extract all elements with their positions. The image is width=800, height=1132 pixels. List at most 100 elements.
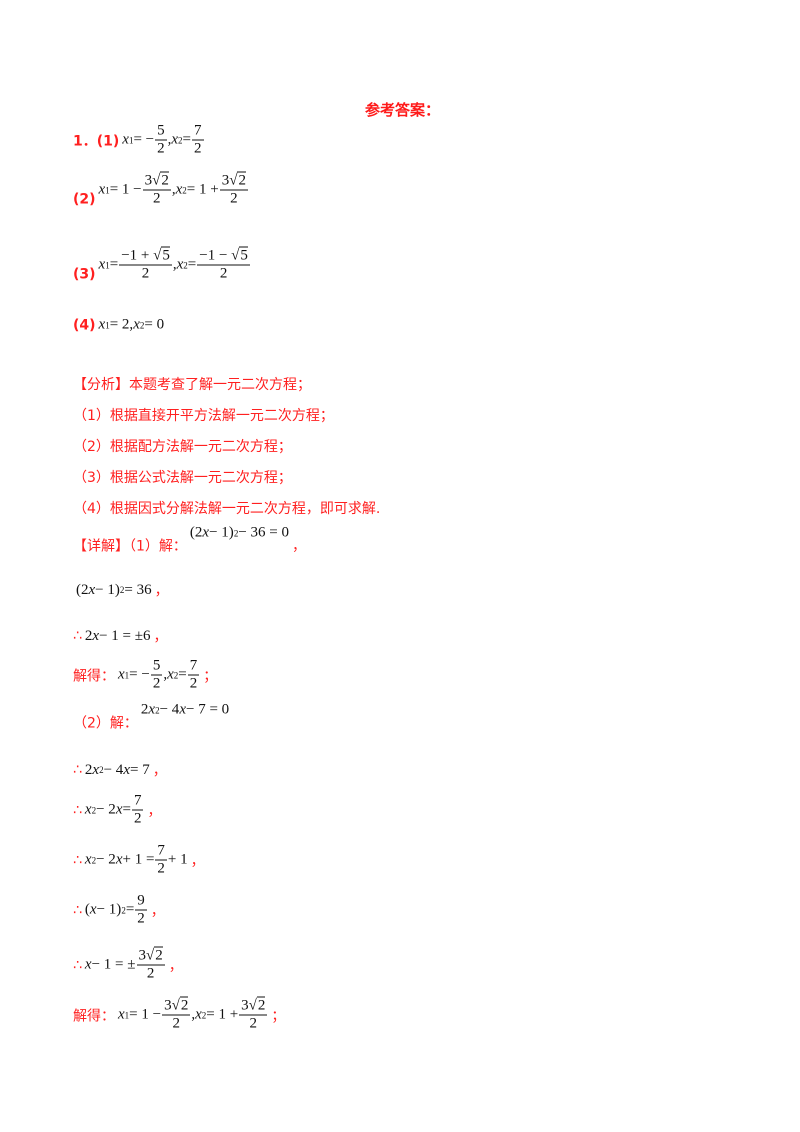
math-superscript: 2 [119, 585, 125, 595]
math-variable: x [118, 1006, 125, 1023]
math-variable: x [115, 801, 123, 818]
numerator: −1 + √5 [119, 246, 172, 266]
math-text: 3 [144, 172, 153, 189]
fraction: −1 − √5 2 [197, 246, 250, 283]
math-variable: x [98, 181, 106, 198]
math-text: 2 [140, 701, 149, 718]
math-variable: x [92, 761, 100, 778]
math-variable: x [84, 956, 92, 973]
math-text: −1 − [199, 247, 232, 264]
punctuation: ， [190, 853, 205, 869]
denominator: 2 [135, 911, 147, 928]
denominator: 2 [155, 861, 167, 878]
math-text: + 1 = [122, 851, 155, 868]
math-subscript: 1 [128, 135, 134, 145]
math-text: 3 [221, 172, 230, 189]
punctuation: ； [203, 668, 218, 684]
math-superscript: 2 [99, 765, 104, 775]
radical-sign: √ [229, 172, 238, 189]
math-text: 2 [230, 190, 238, 207]
step-label: ∴ [73, 957, 82, 973]
fraction: 3√2 2 [219, 171, 248, 208]
math-text: 7 [194, 122, 202, 139]
numerator: 3√2 [239, 996, 268, 1016]
math-text: 2 [157, 860, 165, 877]
denominator: 2 [155, 141, 167, 158]
math-variable: x [98, 316, 106, 333]
denominator: 2 [145, 966, 157, 983]
math-variable: x [115, 851, 123, 868]
analysis-item: （4）根据因式分解法解一元二次方程，即可求解. [73, 501, 381, 517]
math-superscript: 2 [91, 805, 97, 815]
analysis-item: （3）根据公式法解一元二次方程； [73, 470, 292, 486]
math-text: − 2 [96, 851, 116, 868]
math-text: = 1 − [109, 181, 142, 198]
denominator: 2 [188, 676, 200, 693]
math-variable: x [123, 761, 130, 778]
radicand: 2 [154, 946, 163, 964]
equation: (2 x − 1) 2 = 36 [76, 582, 152, 599]
numerator: −1 − √5 [197, 246, 250, 266]
math-text: 2 [249, 1015, 258, 1032]
analysis-item: （2）根据配方法解一元二次方程； [73, 439, 292, 455]
math-text: − 4 [103, 761, 124, 778]
numerator: 5 [150, 657, 163, 676]
detail-step: (2 x − 1) 2 = 36， [73, 580, 169, 600]
answer-label: 1．(1) [73, 133, 120, 149]
math-text: , [167, 131, 172, 148]
math-sqrt: √2 [146, 946, 163, 964]
math-text: = [182, 131, 192, 148]
punctuation: ， [291, 538, 306, 555]
math-text: 2 [194, 140, 202, 157]
math-sqrt: √2 [248, 996, 266, 1014]
step-label: 解得： [73, 1008, 115, 1024]
step-label: ∴ [73, 802, 82, 818]
detail-step: 【详解】（1）解： (2 x − 1) 2 − 36 = 0， [73, 525, 306, 556]
math-subscript: 2 [201, 1010, 207, 1020]
fraction: 3√2 2 [239, 996, 268, 1033]
math-text: 5 [152, 657, 161, 674]
numerator: 7 [155, 843, 167, 861]
math-text: − 7 = 0 [185, 701, 230, 718]
math-text: 2 [219, 265, 228, 282]
step-label: 解得： [73, 668, 115, 684]
step-label: ∴ [73, 762, 82, 778]
math-sqrt: √2 [229, 171, 246, 189]
radical-sign: √ [248, 997, 257, 1014]
math-text: 2 [172, 1015, 180, 1032]
math-text: 2 [157, 140, 165, 157]
math-variable: x [148, 701, 156, 718]
math-text: = 36 [124, 581, 152, 598]
step-label: ∴ [73, 902, 82, 918]
math-variable: x [202, 524, 210, 541]
math-subscript: 1 [105, 185, 110, 195]
math-variable: x [167, 666, 174, 683]
radical-sign: √ [231, 247, 240, 264]
numerator: 3√2 [142, 171, 171, 191]
fraction: 3√2 2 [136, 946, 165, 983]
math-variable: x [84, 801, 92, 818]
detail-step: ∴(x − 1) 2 = 9 2， [73, 893, 165, 928]
radicand: 5 [161, 246, 170, 264]
punctuation: ， [153, 629, 168, 645]
numerator: 3√2 [136, 946, 165, 966]
math-text: 2 [133, 810, 142, 827]
math-text: = 1 + [186, 181, 219, 198]
detail-step: ∴ x − 1 = ±3√2 2， [73, 946, 183, 983]
denominator: 2 [151, 191, 163, 208]
answer-label: (2) [73, 191, 96, 208]
math-text: 2 [84, 761, 93, 778]
math-subscript: 1 [124, 1010, 130, 1020]
math-text: = [109, 256, 119, 273]
math-superscript: 2 [155, 705, 160, 715]
math-text: 9 [137, 892, 145, 909]
equation: x − 1 = ±3√2 2 [84, 946, 166, 983]
